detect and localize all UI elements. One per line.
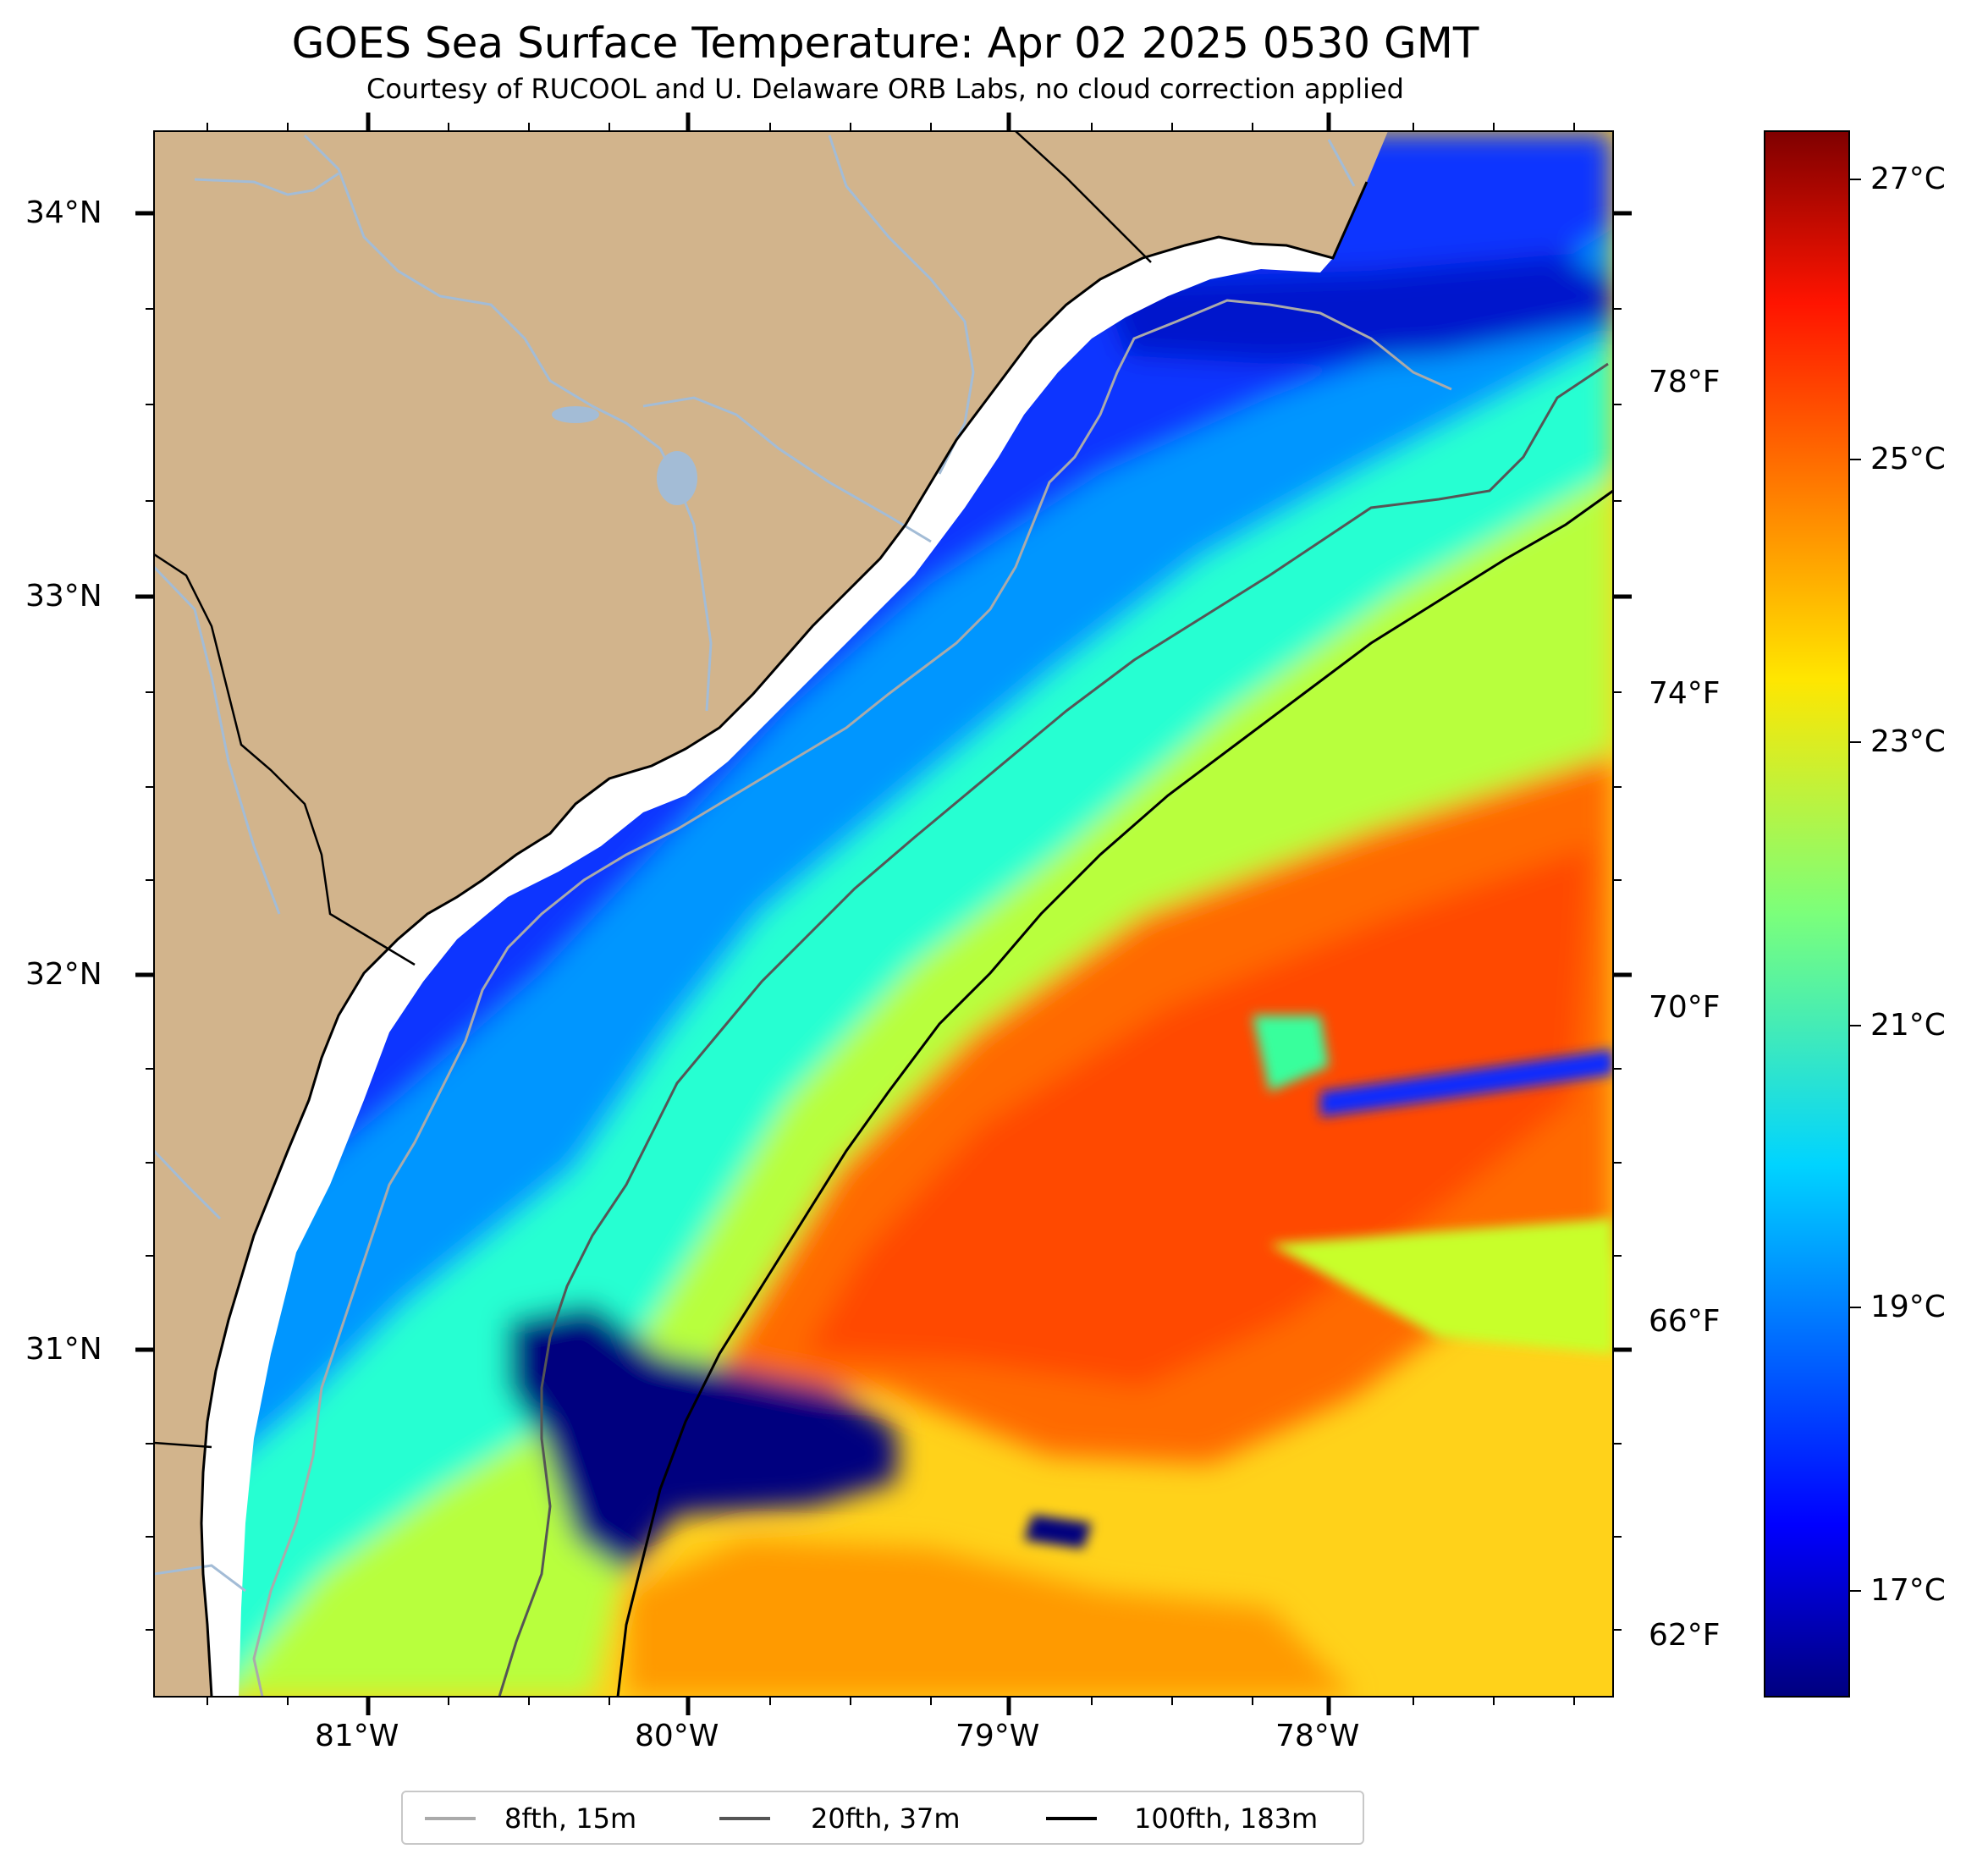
chart-title: GOES Sea Surface Temperature: Apr 02 202…	[291, 19, 1479, 68]
celsius-label: 19°C	[1870, 1290, 1946, 1324]
celsius-label: 23°C	[1870, 724, 1946, 759]
fahrenheit-label: 62°F	[1649, 1618, 1721, 1653]
legend-swatch	[719, 1817, 770, 1820]
legend: 8fth, 15m 20fth, 37m 100fth, 183m	[401, 1791, 1364, 1845]
chart-subtitle: Courtesy of RUCOOL and U. Delaware ORB L…	[366, 73, 1404, 105]
legend-swatch	[425, 1817, 476, 1820]
fahrenheit-label: 66°F	[1649, 1304, 1721, 1339]
state-borders	[154, 131, 1152, 1449]
lat-label: 33°N	[25, 579, 102, 614]
rivers	[154, 134, 1356, 1593]
celsius-label: 25°C	[1870, 442, 1946, 476]
colorbar	[1764, 130, 1850, 1698]
lon-ticks	[366, 113, 1331, 1715]
legend-label: 100fth, 183m	[1134, 1802, 1319, 1835]
fahrenheit-label: 70°F	[1649, 990, 1721, 1025]
contour-100fth	[616, 489, 1613, 1697]
lat-label: 34°N	[25, 195, 102, 230]
contour-8fth	[252, 299, 1452, 1697]
coastline	[200, 181, 1368, 1697]
lat-label: 32°N	[25, 957, 102, 992]
lake	[657, 451, 697, 505]
fahrenheit-label: 78°F	[1649, 365, 1721, 399]
legend-swatch	[1046, 1817, 1097, 1820]
lon-label: 80°W	[635, 1719, 719, 1753]
legend-label: 20fth, 37m	[811, 1802, 961, 1835]
land-area	[154, 131, 1388, 1697]
lat-label: 31°N	[25, 1332, 102, 1367]
lat-ticks	[135, 211, 1632, 1352]
celsius-label: 21°C	[1870, 1008, 1946, 1043]
contour-20fth	[498, 362, 1609, 1697]
celsius-label: 27°C	[1870, 162, 1946, 196]
fahrenheit-label: 74°F	[1649, 676, 1721, 711]
minor-ticks	[146, 123, 1622, 1705]
lake	[552, 406, 599, 423]
colorbar-ticks	[1849, 179, 1861, 1592]
legend-label: 8fth, 15m	[504, 1802, 637, 1835]
lon-label: 78°W	[1275, 1719, 1360, 1753]
lon-label: 81°W	[315, 1719, 399, 1753]
lon-label: 79°W	[955, 1719, 1040, 1753]
celsius-label: 17°C	[1870, 1573, 1946, 1608]
coastal-gap	[201, 237, 1333, 1697]
map-frame	[153, 130, 1614, 1698]
sst-detail	[1024, 1015, 1613, 1549]
